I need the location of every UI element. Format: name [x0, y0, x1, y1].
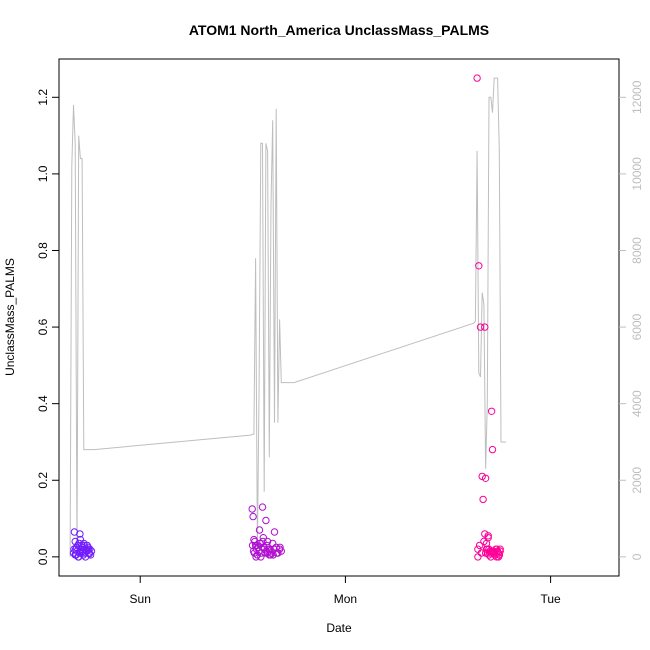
y-tick-label: 0.4: [36, 395, 50, 412]
data-point: [474, 553, 482, 561]
data-point: [75, 539, 83, 548]
data-point: [473, 74, 481, 82]
data-point: [263, 537, 272, 546]
data-point: [482, 539, 491, 548]
data-point: [270, 545, 278, 553]
data-point: [76, 530, 84, 538]
data-point: [83, 546, 91, 554]
data-point: [489, 549, 497, 557]
data-point: [262, 516, 270, 525]
data-point: [491, 551, 499, 559]
y-tick-label: 0.8: [36, 242, 50, 259]
y-axis-label: UnclassMass_PALMS: [3, 258, 17, 376]
x-axis: Sun Mon Tue: [130, 576, 561, 606]
data-point: [488, 445, 497, 454]
data-point: [481, 474, 490, 482]
y2-tick-label: 8000: [630, 237, 644, 264]
x-axis-label: Date: [326, 621, 352, 635]
data-point: [487, 407, 496, 415]
y2-tick-label: 0: [630, 553, 644, 560]
data-point: [255, 526, 264, 534]
y2-tick-label: 12000: [630, 80, 644, 114]
series-line: [69, 77, 507, 557]
data-point: [476, 323, 485, 331]
data-point: [249, 512, 257, 521]
data-point: [85, 550, 94, 558]
data-point: [270, 528, 279, 536]
y-tick-label: 1.2: [36, 89, 50, 106]
data-point: [496, 547, 504, 555]
y-tick-label: 0.6: [36, 318, 50, 335]
data-point: [496, 545, 504, 553]
x-tick-label: Mon: [334, 592, 357, 606]
data-point: [475, 541, 484, 550]
data-point: [248, 541, 257, 550]
data-point: [277, 547, 285, 555]
data-point: [78, 547, 87, 555]
plot-frame: [58, 58, 620, 577]
data-point: [260, 543, 268, 551]
data-point: [249, 547, 258, 555]
x-tick-label: Tue: [540, 592, 561, 606]
data-point: [248, 505, 256, 513]
data-point: [484, 532, 492, 540]
data-point: [258, 503, 267, 511]
y2-axis: 0 2000 4000 6000 8000 10000 12000: [619, 80, 644, 560]
x-tick-label: Sun: [130, 592, 151, 606]
data-point: [481, 323, 489, 331]
y-tick-label: 1.0: [36, 165, 50, 182]
y-tick-label: 0.2: [36, 472, 50, 489]
y2-tick-label: 2000: [630, 467, 644, 494]
chart-title: ATOM1 North_America UnclassMass_PALMS: [189, 22, 489, 38]
y-tick-label: 0.0: [36, 548, 50, 565]
data-point: [259, 534, 267, 542]
data-point: [479, 495, 487, 504]
y2-tick-label: 4000: [630, 390, 644, 417]
y2-tick-label: 6000: [630, 313, 644, 340]
data-point: [72, 543, 81, 551]
data-point: [257, 553, 265, 561]
data-point: [266, 551, 275, 559]
data-point: [475, 262, 483, 270]
data-point: [474, 545, 482, 553]
series-points: [69, 74, 504, 561]
y-axis: 0.0 0.2 0.4 0.6 0.8 1.0 1.2: [36, 89, 59, 565]
y2-tick-label: 10000: [630, 157, 644, 191]
series-line-path: [69, 77, 507, 557]
